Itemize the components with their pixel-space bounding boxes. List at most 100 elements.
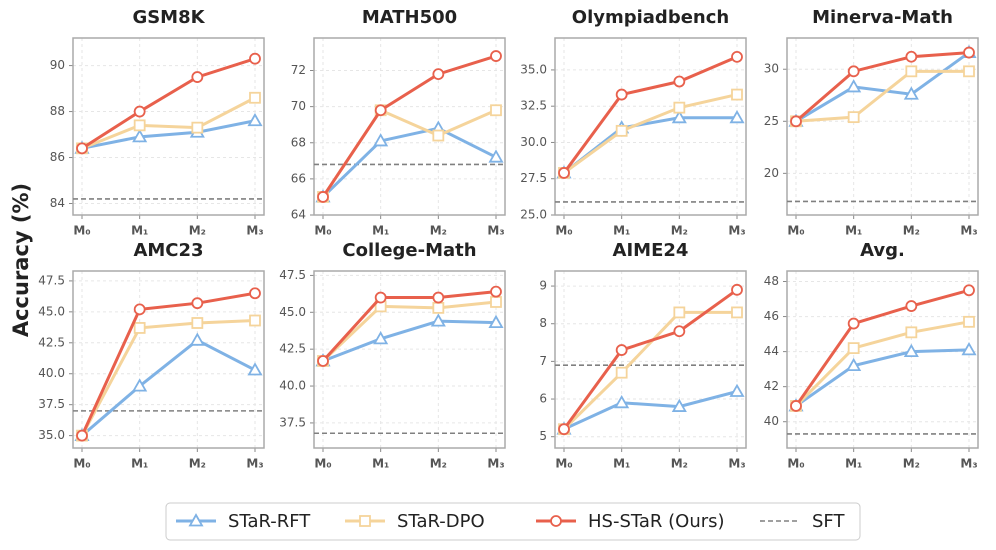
subplot: AIME24 5 6 7 8 9 M₀ M₁ M₂ M₃ — [539, 240, 747, 471]
marker — [432, 129, 445, 142]
series-line — [321, 108, 497, 198]
marker — [846, 357, 862, 372]
x-tick-label: M₂ — [430, 457, 447, 471]
y-tick-label: 27.5 — [520, 171, 547, 185]
series-line — [321, 300, 497, 363]
marker — [490, 104, 502, 117]
marker — [188, 513, 204, 527]
series-line — [562, 55, 738, 174]
y-tick-label: 40.0 — [38, 366, 65, 380]
series-line — [795, 348, 970, 408]
marker — [558, 423, 570, 436]
marker — [132, 378, 148, 392]
marker — [905, 65, 918, 78]
x-tick-label: M₁ — [131, 457, 148, 471]
subplot-title: AMC23 — [133, 240, 203, 261]
series-line — [562, 288, 738, 431]
y-tick-label: 30.0 — [520, 135, 547, 149]
marker — [615, 124, 628, 137]
marker — [673, 325, 686, 338]
series-line — [795, 51, 970, 123]
y-tick-label: 35.0 — [38, 428, 65, 442]
marker — [76, 142, 88, 155]
marker — [847, 342, 860, 355]
marker — [963, 315, 975, 328]
subplot: AMC23 35.0 37.5 40.0 42.5 45.0 47.5 M₀ M₁ M₂ M₃ — [38, 240, 265, 471]
x-tick-label: M₀ — [314, 224, 331, 238]
marker — [673, 306, 686, 319]
plot-frame — [72, 270, 265, 449]
x-tick-label: M₁ — [613, 224, 630, 238]
marker — [673, 101, 686, 114]
marker — [191, 317, 204, 329]
x-tick-label: M₀ — [555, 224, 572, 238]
marker — [249, 91, 261, 104]
marker — [359, 515, 371, 527]
y-tick-label: 40.0 — [279, 379, 306, 393]
marker — [317, 191, 329, 203]
x-tick-label: M₁ — [845, 457, 862, 471]
plot-frame — [554, 270, 747, 449]
series-line — [321, 126, 497, 199]
marker — [673, 75, 686, 88]
y-tick-label: 6 — [539, 392, 547, 406]
marker — [247, 112, 263, 127]
x-tick-label: M₂ — [189, 224, 206, 238]
x-tick-label: M₃ — [487, 457, 504, 471]
series-line — [563, 116, 737, 175]
x-tick-label: M₀ — [787, 224, 804, 238]
plot-frame — [554, 37, 747, 216]
y-tick-label: 42.5 — [38, 335, 65, 349]
marker — [905, 50, 918, 63]
y-tick-label: 30 — [764, 62, 779, 76]
y-tick-label: 42 — [764, 379, 779, 393]
y-tick-label: 90 — [50, 58, 65, 72]
marker — [963, 284, 975, 297]
x-tick-label: M₃ — [246, 457, 263, 471]
y-tick-label: 7 — [539, 354, 547, 368]
y-tick-label: 20 — [764, 166, 779, 180]
marker — [488, 149, 504, 163]
x-tick-label: M₁ — [845, 224, 862, 238]
x-tick-label: M₂ — [671, 224, 688, 238]
marker — [731, 88, 743, 101]
subplot-title: College-Math — [342, 240, 476, 261]
x-tick-label: M₂ — [903, 457, 920, 471]
marker — [373, 133, 389, 147]
marker — [961, 342, 977, 356]
subplot: Olympiadbench 25.0 27.5 30.0 32.5 35.0 M₀ M₁ M₂ M… — [520, 7, 747, 238]
marker — [432, 291, 445, 304]
marker — [963, 65, 975, 78]
series-line — [322, 319, 497, 363]
series-line — [562, 310, 737, 431]
x-tick-label: M₀ — [73, 224, 90, 238]
y-tick-label: 64 — [291, 208, 306, 222]
marker — [847, 111, 860, 124]
legend-box — [165, 502, 861, 541]
series-line — [794, 288, 970, 407]
subplot: GSM8K 84 86 88 90 M₀ M₁ M₂ M₃ — [50, 7, 265, 238]
x-tick-label: M₂ — [189, 457, 206, 471]
series-line — [794, 320, 970, 407]
marker — [133, 322, 146, 334]
x-tick-label: M₀ — [555, 457, 572, 471]
plot-frame — [313, 270, 506, 449]
y-tick-label: 37.5 — [279, 415, 306, 429]
marker — [374, 104, 387, 117]
marker — [847, 65, 860, 78]
marker — [615, 88, 628, 101]
marker — [432, 301, 445, 314]
marker — [317, 355, 329, 367]
marker — [249, 314, 261, 327]
y-tick-label: 66 — [291, 171, 306, 185]
marker — [729, 383, 745, 397]
marker — [133, 105, 146, 118]
marker — [132, 129, 148, 143]
series-line — [321, 290, 497, 362]
series-line — [81, 57, 256, 150]
marker — [249, 287, 261, 300]
x-tick-label: M₁ — [131, 224, 148, 238]
marker — [671, 398, 687, 412]
y-tick-label: 86 — [50, 150, 65, 164]
marker — [373, 331, 389, 345]
